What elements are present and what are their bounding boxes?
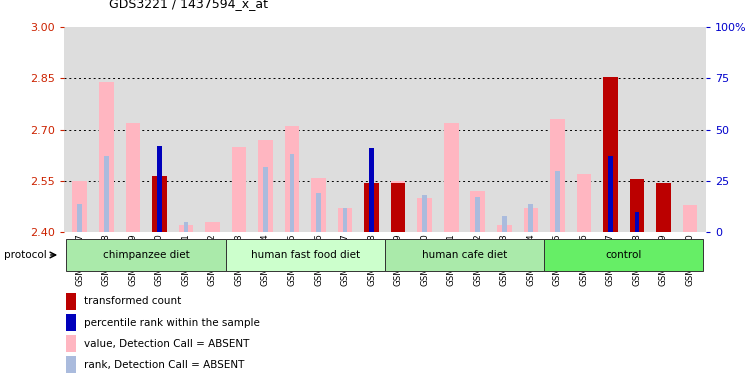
Bar: [470, 191, 485, 232]
Bar: [555, 170, 559, 232]
Text: percentile rank within the sample: percentile rank within the sample: [83, 318, 260, 328]
Bar: [67, 239, 226, 271]
Text: transformed count: transformed count: [83, 296, 181, 306]
Bar: [77, 204, 82, 232]
Bar: [183, 222, 189, 232]
Bar: [497, 225, 511, 232]
Bar: [550, 119, 565, 232]
Bar: [603, 76, 618, 232]
Bar: [656, 198, 671, 232]
Bar: [577, 174, 591, 232]
Text: chimpanzee diet: chimpanzee diet: [103, 250, 189, 260]
Bar: [316, 193, 321, 232]
Bar: [338, 209, 352, 232]
Text: protocol: protocol: [4, 250, 47, 260]
Bar: [263, 167, 268, 232]
Bar: [544, 239, 703, 271]
Bar: [629, 179, 644, 232]
Bar: [157, 146, 161, 232]
Bar: [656, 183, 671, 232]
Bar: [475, 197, 480, 232]
Bar: [205, 222, 220, 232]
Bar: [66, 335, 77, 353]
Bar: [66, 356, 77, 373]
Bar: [152, 176, 167, 232]
Text: control: control: [605, 250, 642, 260]
Bar: [125, 123, 140, 232]
Bar: [66, 314, 77, 331]
Bar: [179, 225, 193, 232]
Bar: [396, 204, 400, 232]
Bar: [99, 82, 113, 232]
Bar: [391, 183, 406, 232]
Text: rank, Detection Call = ABSENT: rank, Detection Call = ABSENT: [83, 360, 244, 370]
Bar: [635, 212, 639, 232]
Bar: [72, 181, 87, 232]
Bar: [661, 193, 666, 232]
Text: value, Detection Call = ABSENT: value, Detection Call = ABSENT: [83, 339, 249, 349]
Bar: [529, 204, 533, 232]
Bar: [364, 183, 379, 232]
Bar: [391, 181, 406, 232]
Bar: [258, 140, 273, 232]
Bar: [502, 216, 507, 232]
Text: GDS3221 / 1437594_x_at: GDS3221 / 1437594_x_at: [109, 0, 268, 10]
Bar: [311, 177, 326, 232]
Bar: [66, 293, 77, 310]
Bar: [523, 209, 538, 232]
Bar: [444, 123, 459, 232]
Bar: [683, 205, 698, 232]
Bar: [285, 126, 300, 232]
Bar: [385, 239, 544, 271]
Bar: [418, 198, 432, 232]
Bar: [342, 208, 348, 232]
Bar: [369, 148, 374, 232]
Bar: [104, 156, 109, 232]
Bar: [226, 239, 385, 271]
Text: human fast food diet: human fast food diet: [251, 250, 360, 260]
Text: human cafe diet: human cafe diet: [422, 250, 507, 260]
Bar: [290, 154, 294, 232]
Bar: [231, 147, 246, 232]
Bar: [608, 156, 613, 232]
Bar: [422, 195, 427, 232]
